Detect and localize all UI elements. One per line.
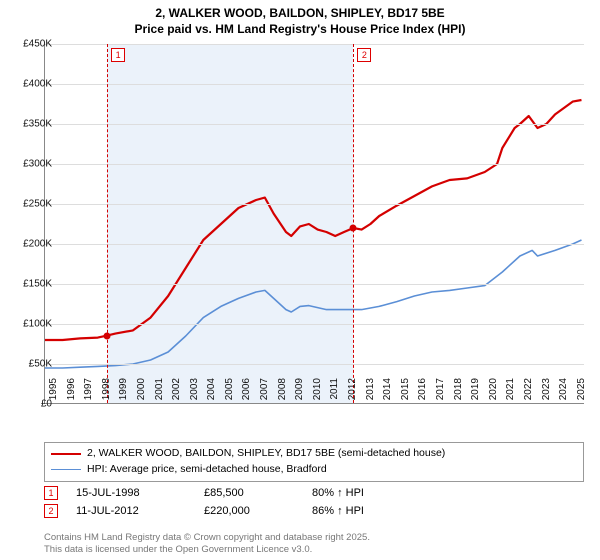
- sale-vs-hpi: 80% ↑ HPI: [312, 487, 364, 499]
- x-axis-label: 2021: [505, 378, 516, 408]
- legend-item-hpi: HPI: Average price, semi-detached house,…: [51, 462, 577, 478]
- gridline-h: [45, 84, 584, 85]
- sale-marker-dot: [104, 332, 111, 339]
- sale-vs-hpi: 86% ↑ HPI: [312, 505, 364, 517]
- y-axis-label: £350K: [12, 119, 52, 130]
- sale-row-badge: 2: [44, 504, 58, 518]
- x-axis-label: 2005: [224, 378, 235, 408]
- gridline-h: [45, 124, 584, 125]
- x-axis-label: 1997: [83, 378, 94, 408]
- sale-row-badge: 1: [44, 486, 58, 500]
- x-axis-label: 2007: [259, 378, 270, 408]
- series-line-hpi: [45, 240, 581, 368]
- y-axis-label: £50K: [12, 359, 52, 370]
- series-line-price: [45, 100, 581, 340]
- x-axis-label: 1998: [101, 378, 112, 408]
- x-axis-label: 2014: [382, 378, 393, 408]
- x-axis-label: 2013: [365, 378, 376, 408]
- gridline-h: [45, 364, 584, 365]
- x-axis-label: 2015: [400, 378, 411, 408]
- gridline-h: [45, 284, 584, 285]
- sale-price: £85,500: [204, 487, 294, 499]
- x-axis-label: 2008: [277, 378, 288, 408]
- x-axis-label: 2010: [312, 378, 323, 408]
- x-axis-label: 1999: [118, 378, 129, 408]
- x-axis-label: 2009: [294, 378, 305, 408]
- sale-date: 11-JUL-2012: [76, 505, 186, 517]
- x-axis-label: 1996: [66, 378, 77, 408]
- y-axis-label: £200K: [12, 239, 52, 250]
- sale-marker-badge: 1: [111, 48, 125, 62]
- x-axis-label: 2003: [189, 378, 200, 408]
- gridline-h: [45, 204, 584, 205]
- sale-marker-line: [353, 44, 354, 403]
- y-axis-label: £250K: [12, 199, 52, 210]
- legend-item-price: 2, WALKER WOOD, BAILDON, SHIPLEY, BD17 5…: [51, 446, 577, 462]
- legend-box: 2, WALKER WOOD, BAILDON, SHIPLEY, BD17 5…: [44, 442, 584, 482]
- y-axis-label: £400K: [12, 79, 52, 90]
- x-axis-label: 2022: [523, 378, 534, 408]
- y-axis-label: £0: [12, 399, 52, 410]
- x-axis-label: 2023: [541, 378, 552, 408]
- sale-marker-dot: [350, 225, 357, 232]
- footer-line-1: Contains HM Land Registry data © Crown c…: [44, 532, 370, 544]
- y-axis-label: £150K: [12, 279, 52, 290]
- x-axis-label: 2012: [347, 378, 358, 408]
- gridline-h: [45, 44, 584, 45]
- gridline-h: [45, 244, 584, 245]
- footer-attribution: Contains HM Land Registry data © Crown c…: [44, 532, 370, 556]
- legend-swatch-hpi: [51, 469, 81, 471]
- x-axis-label: 2016: [417, 378, 428, 408]
- sale-row: 1 15-JUL-1998 £85,500 80% ↑ HPI: [44, 484, 364, 502]
- x-axis-label: 2024: [558, 378, 569, 408]
- gridline-h: [45, 324, 584, 325]
- sale-marker-line: [107, 44, 108, 403]
- x-axis-label: 2017: [435, 378, 446, 408]
- chart-container: 2, WALKER WOOD, BAILDON, SHIPLEY, BD17 5…: [0, 0, 600, 560]
- chart-title: 2, WALKER WOOD, BAILDON, SHIPLEY, BD17 5…: [0, 0, 600, 37]
- sale-price: £220,000: [204, 505, 294, 517]
- x-axis-label: 2006: [241, 378, 252, 408]
- x-axis-label: 1995: [48, 378, 59, 408]
- gridline-h: [45, 164, 584, 165]
- sale-date: 15-JUL-1998: [76, 487, 186, 499]
- sales-table: 1 15-JUL-1998 £85,500 80% ↑ HPI 2 11-JUL-2012…: [44, 484, 364, 520]
- y-axis-label: £100K: [12, 319, 52, 330]
- sale-marker-badge: 2: [357, 48, 371, 62]
- footer-line-2: This data is licensed under the Open Gov…: [44, 544, 370, 556]
- x-axis-label: 2018: [453, 378, 464, 408]
- x-axis-label: 2002: [171, 378, 182, 408]
- x-axis-label: 2020: [488, 378, 499, 408]
- plot-area: 12: [44, 44, 584, 404]
- x-axis-label: 2001: [154, 378, 165, 408]
- legend-label-price: 2, WALKER WOOD, BAILDON, SHIPLEY, BD17 5…: [87, 446, 445, 462]
- x-axis-label: 2011: [329, 378, 340, 408]
- line-series-svg: [45, 44, 584, 403]
- legend-swatch-price: [51, 453, 81, 455]
- x-axis-label: 2000: [136, 378, 147, 408]
- title-line-1: 2, WALKER WOOD, BAILDON, SHIPLEY, BD17 5…: [0, 6, 600, 22]
- title-line-2: Price paid vs. HM Land Registry's House …: [0, 22, 600, 38]
- y-axis-label: £450K: [12, 39, 52, 50]
- x-axis-label: 2025: [576, 378, 587, 408]
- x-axis-label: 2004: [206, 378, 217, 408]
- y-axis-label: £300K: [12, 159, 52, 170]
- legend-label-hpi: HPI: Average price, semi-detached house,…: [87, 462, 327, 478]
- sale-row: 2 11-JUL-2012 £220,000 86% ↑ HPI: [44, 502, 364, 520]
- x-axis-label: 2019: [470, 378, 481, 408]
